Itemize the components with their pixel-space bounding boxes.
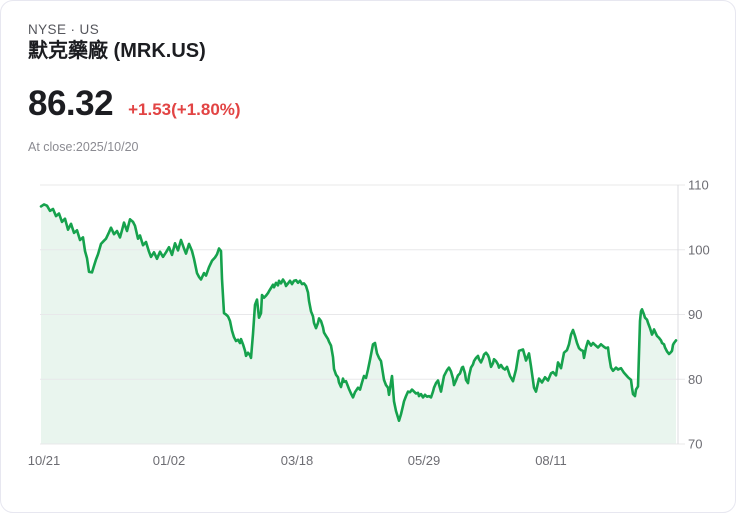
- svg-text:01/02: 01/02: [153, 453, 186, 468]
- price-row: 86.32 +1.53(+1.80%): [28, 84, 241, 124]
- y-tick-labels: 110 100 90 80 70: [688, 178, 710, 452]
- price-change: +1.53(+1.80%): [128, 100, 241, 119]
- svg-text:110: 110: [688, 178, 709, 193]
- svg-text:70: 70: [688, 437, 702, 452]
- svg-text:05/29: 05/29: [408, 453, 441, 468]
- svg-text:10/21: 10/21: [28, 453, 61, 468]
- last-price: 86.32: [28, 84, 114, 123]
- svg-text:100: 100: [688, 242, 710, 257]
- svg-text:03/18: 03/18: [281, 453, 314, 468]
- stock-title: 默克藥廠 (MRK.US): [28, 40, 206, 62]
- x-tick-labels: 10/21 01/02 03/18 05/29 08/11: [28, 453, 567, 468]
- svg-text:08/11: 08/11: [535, 453, 567, 468]
- svg-text:90: 90: [688, 307, 702, 322]
- exchange-label: NYSE · US: [28, 22, 100, 37]
- price-line: [39, 203, 678, 422]
- svg-text:80: 80: [688, 372, 702, 387]
- as-of-label: At close:2025/10/20: [28, 140, 139, 154]
- chart-area-fill: [41, 204, 676, 444]
